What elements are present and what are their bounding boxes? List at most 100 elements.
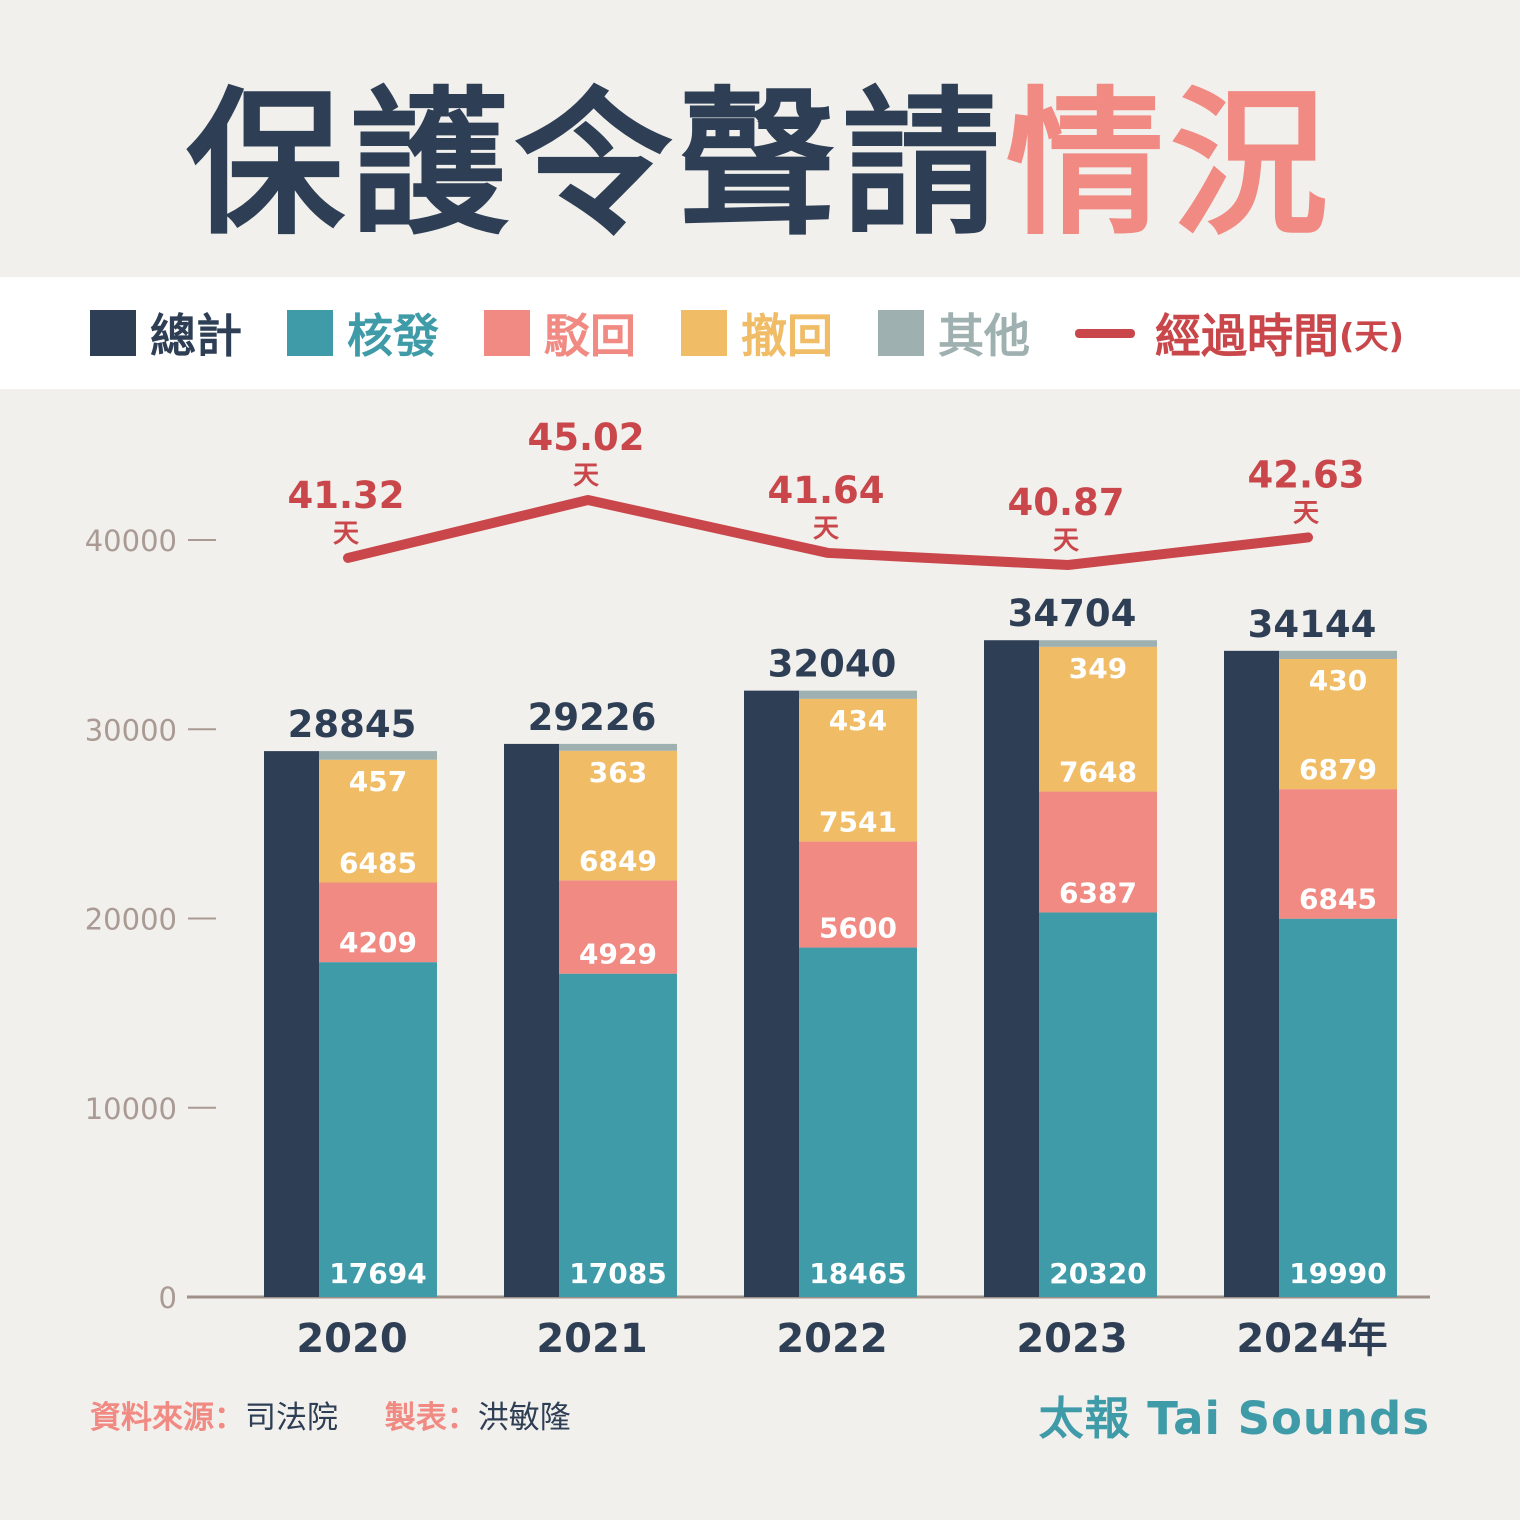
data-label-other: 457 [349, 765, 407, 798]
duration-value-label: 41.32 [287, 474, 404, 517]
data-label-rejected: 4929 [579, 938, 657, 971]
duration-unit-label: 天 [1053, 526, 1079, 556]
data-label-total: 32040 [768, 643, 897, 686]
bar-total [744, 690, 799, 1297]
bar-rejected [1039, 791, 1157, 913]
bar-granted [1279, 918, 1397, 1297]
legend-swatch-rejected [484, 310, 530, 356]
data-label-withdrawn: 7648 [1059, 756, 1137, 789]
duration-line [343, 495, 1313, 570]
y-tick-label: 30000 [85, 713, 177, 747]
bar-total [264, 751, 319, 1297]
data-label-other: 434 [829, 704, 887, 737]
duration-unit-label: 天 [813, 514, 839, 544]
y-tick-label: 20000 [85, 903, 177, 937]
data-label-rejected: 6845 [1299, 883, 1377, 916]
data-label-other: 430 [1309, 664, 1367, 697]
maker-value: 洪敏隆 [477, 1400, 571, 1436]
legend-swatch-granted [287, 310, 333, 356]
bar-granted [319, 962, 437, 1297]
bar-other [1279, 650, 1397, 659]
legend-label-duration: 經過時間 [1155, 309, 1339, 363]
bar-rejected [319, 882, 437, 963]
brand-logo-text: 太報 Tai Sounds [1038, 1392, 1430, 1445]
bar-other [559, 743, 677, 751]
duration-value-label: 42.63 [1247, 453, 1364, 496]
data-label-total: 34144 [1248, 603, 1377, 646]
y-tick-label: 0 [159, 1281, 177, 1315]
data-label-rejected: 4209 [339, 926, 417, 959]
x-tick-label: 2021 [536, 1316, 647, 1362]
data-label-withdrawn: 6849 [579, 844, 657, 877]
legend-item-total: 總計 [90, 277, 242, 389]
legend-item-rejected: 駁回 [484, 277, 636, 389]
legend-label-withdrawn: 撤回 [741, 309, 833, 363]
legend-label-total: 總計 [150, 309, 242, 363]
x-tick-label: 2022 [776, 1316, 887, 1362]
data-label-total: 29226 [528, 696, 657, 739]
data-label-withdrawn: 6485 [339, 846, 417, 879]
footer-source: 資料來源：司法院 製表：洪敏隆 [90, 1392, 571, 1437]
bar-total [504, 743, 559, 1297]
legend-swatch-other [878, 310, 924, 356]
duration-value-label: 45.02 [527, 416, 644, 459]
chart-title: 保護令聲請情況 [0, 70, 1520, 260]
duration-value-label: 40.87 [1007, 481, 1124, 524]
data-label-withdrawn: 7541 [819, 806, 897, 839]
legend-item-duration: 經過時間 (天) [1075, 277, 1404, 389]
duration-unit-label: 天 [573, 461, 599, 491]
bar-total [1224, 650, 1279, 1297]
source-label: 資料來源： [90, 1400, 245, 1436]
legend-line-duration [1075, 328, 1135, 338]
data-label-granted: 17085 [569, 1257, 666, 1290]
bar-withdrawn [319, 759, 437, 883]
legend: 總計 核發 駁回 撤回 其他 經過時間 (天) [0, 277, 1520, 389]
data-label-granted: 18465 [809, 1257, 906, 1290]
data-label-granted: 17694 [329, 1257, 426, 1290]
bar-withdrawn [1039, 646, 1157, 792]
legend-label-duration-unit: (天) [1339, 316, 1405, 357]
bar-granted [1039, 912, 1157, 1297]
data-label-rejected: 6387 [1059, 876, 1137, 909]
x-tick-label: 2024年 [1236, 1316, 1387, 1362]
legend-item-granted: 核發 [287, 277, 439, 389]
legend-swatch-withdrawn [681, 310, 727, 356]
duration-unit-label: 天 [1293, 498, 1319, 528]
bar-withdrawn [799, 698, 917, 842]
title-main: 保護令聲請 [186, 73, 1006, 257]
bar-withdrawn [1279, 658, 1397, 790]
legend-item-other: 其他 [878, 277, 1030, 389]
x-tick-label: 2023 [1016, 1316, 1127, 1362]
y-tick-label: 10000 [85, 1092, 177, 1126]
source-value: 司法院 [245, 1400, 338, 1436]
bar-rejected [1279, 789, 1397, 919]
data-label-other: 363 [589, 756, 647, 789]
bar-rejected [559, 880, 677, 974]
data-label-withdrawn: 6879 [1299, 753, 1377, 786]
bar-other [799, 690, 917, 699]
legend-label-other: 其他 [938, 309, 1030, 363]
title-accent: 情況 [1006, 73, 1334, 257]
data-label-granted: 20320 [1049, 1257, 1146, 1290]
data-label-total: 34704 [1008, 592, 1137, 635]
bar-granted [559, 973, 677, 1297]
data-label-other: 349 [1069, 652, 1127, 685]
duration-value-label: 41.64 [767, 469, 884, 512]
legend-item-withdrawn: 撤回 [681, 277, 833, 389]
data-label-rejected: 5600 [819, 912, 897, 945]
bar-withdrawn [559, 750, 677, 881]
bar-granted [799, 947, 917, 1297]
data-label-total: 28845 [288, 703, 417, 746]
duration-unit-label: 天 [333, 519, 359, 549]
x-tick-label: 2020 [296, 1316, 407, 1362]
y-tick-label: 40000 [85, 524, 177, 558]
legend-swatch-total [90, 310, 136, 356]
legend-label-granted: 核發 [347, 309, 439, 363]
bar-rejected [799, 841, 917, 948]
bar-other [319, 751, 437, 760]
bar-total [984, 640, 1039, 1297]
maker-label: 製表： [384, 1400, 478, 1436]
bar-other [1039, 640, 1157, 647]
legend-label-rejected: 駁回 [544, 309, 636, 363]
